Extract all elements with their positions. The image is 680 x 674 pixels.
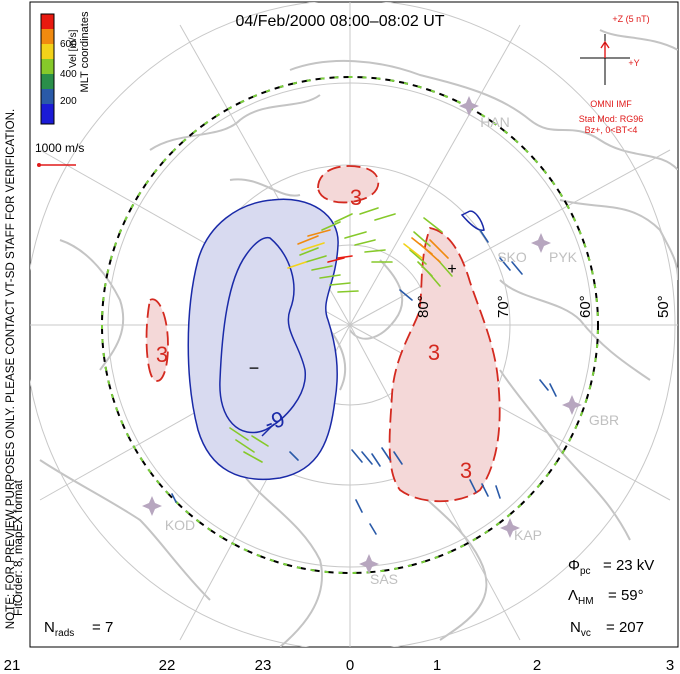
- potential-min-marker: −: [249, 358, 260, 378]
- lat-label-70: 70°: [495, 295, 512, 318]
- stat-model-conditions: Bz+, 0<BT<4: [585, 125, 638, 135]
- colorbar-tick-600: 600: [60, 39, 77, 50]
- imf-y-label: +Y: [628, 58, 639, 68]
- station-label-han: HAN: [480, 114, 510, 130]
- stat-model: Stat Mod: RG96: [579, 114, 644, 124]
- colorbar-tick-200: 200: [60, 96, 77, 107]
- imf-clock: [580, 34, 630, 85]
- colorbar-tick-400: 400: [60, 69, 77, 80]
- mlt-label-2: 2: [533, 657, 541, 674]
- contour-label-pos-3: 3: [428, 340, 440, 365]
- contour-label-pos-2: 3: [156, 342, 168, 367]
- hm-boundary-green: [101, 76, 599, 574]
- map-title: 04/Feb/2000 08:00–08:02 UT: [235, 13, 444, 30]
- coastlines: [39, 29, 678, 647]
- imf-source: OMNI IMF: [590, 99, 632, 109]
- contour-label-pos-4: 3: [460, 458, 472, 483]
- mlt-label-3: 3: [666, 657, 674, 674]
- mlt-label-21: 21: [4, 657, 21, 674]
- coordinates-label: MLT coordinates: [79, 11, 91, 92]
- fit-order-note: FitOrder: 8, mapEX format: [12, 479, 25, 616]
- scale-vector-label: 1000 m/s: [35, 141, 84, 155]
- phi-pc-value: = 23 kV: [603, 557, 654, 574]
- velocity-vectors: [171, 207, 557, 535]
- preview-note: NOTE: FOR PREVIEW PURPOSES ONLY. PLEASE …: [4, 109, 17, 630]
- station-markers: [142, 96, 582, 574]
- colorbar-label: Vel [m/s]: [68, 29, 79, 68]
- station-label-sas: SAS: [370, 571, 398, 587]
- station-label-pyk: PYK: [549, 249, 578, 265]
- imf-z-label: +Z (5 nT): [612, 14, 649, 24]
- mlt-label-23: 23: [255, 657, 272, 674]
- lat-label-60: 60°: [577, 295, 594, 318]
- n-rads-value: = 7: [92, 619, 113, 636]
- lambda-hm-value: = 59°: [608, 587, 644, 604]
- station-label-kap: KAP: [514, 527, 542, 543]
- lat-label-50: 50°: [655, 295, 672, 318]
- mlt-label-22: 22: [159, 657, 176, 674]
- lat-label-80: 80°: [415, 295, 432, 318]
- n-vc-value: = 207: [606, 619, 644, 636]
- station-label-kod: KOD: [165, 517, 195, 533]
- mlt-label-0: 0: [346, 657, 354, 674]
- mlt-label-1: 1: [433, 657, 441, 674]
- scale-vector: [37, 163, 76, 167]
- potential-max-marker: +: [447, 261, 456, 278]
- velocity-colorbar: [40, 13, 55, 125]
- station-label-sko: SKO: [497, 249, 527, 265]
- contour-label-pos-1: 3: [350, 185, 362, 210]
- station-label-gbr: GBR: [589, 412, 619, 428]
- positive-cell: [145, 165, 501, 503]
